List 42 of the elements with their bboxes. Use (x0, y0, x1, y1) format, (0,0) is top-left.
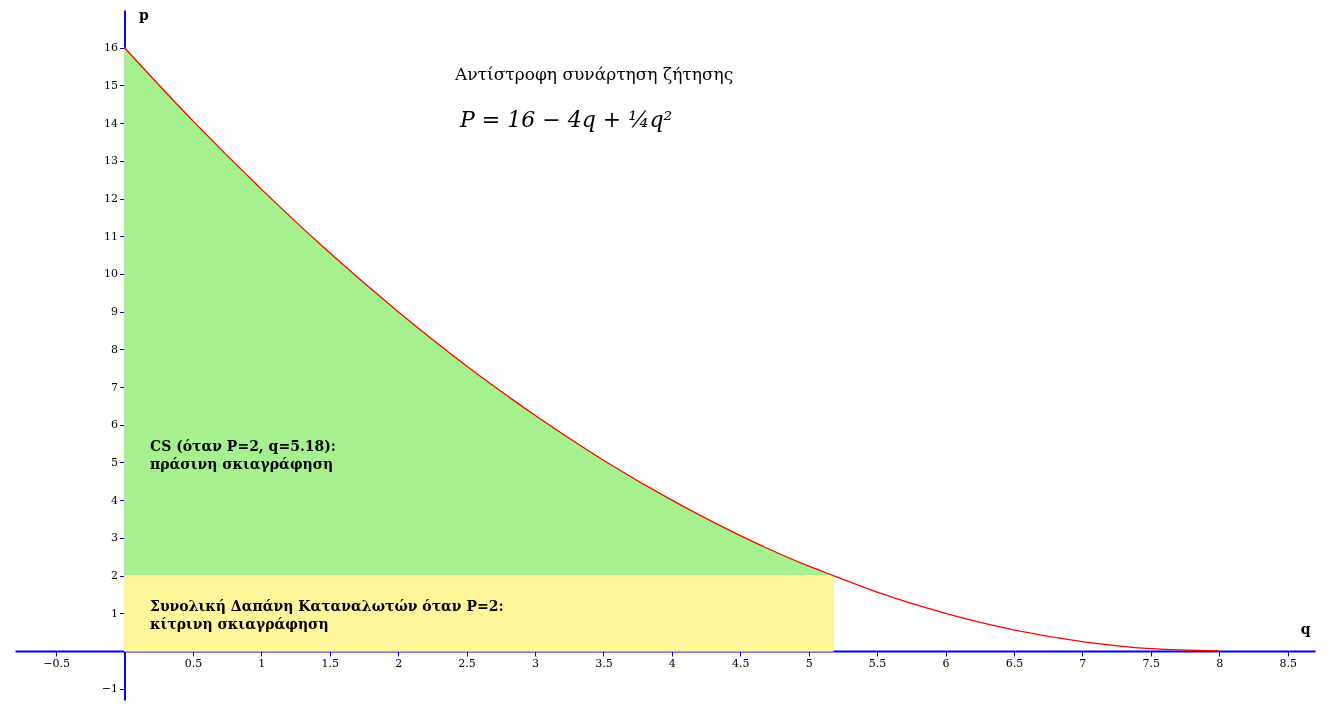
x-tick-label: 6.5 (1005, 657, 1024, 671)
x-tick-label: 8 (1216, 657, 1224, 671)
y-tick-label: 12 (103, 192, 118, 206)
annotation: CS (όταν P=2, q=5.18): πράσινη σκιαγράφηση (150, 438, 337, 472)
x-tick-label: 8.5 (1279, 657, 1297, 671)
annotation: Συνολική Δαπάνη Καταναλωτών όταν P=2: κίτρινη σκιαγράφηση (150, 598, 504, 632)
y-tick-label: 4 (110, 493, 118, 507)
x-tick-label: 2.5 (458, 657, 476, 671)
x-tick-label: 4.5 (732, 657, 750, 671)
y-tick-label: 10 (103, 267, 118, 281)
x-tick-label: 1 (258, 657, 266, 671)
x-tick-label: 3 (532, 657, 539, 671)
y-tick-label: 7 (110, 380, 118, 394)
x-tick-label: 6 (942, 657, 950, 671)
y-tick-label: 2 (110, 569, 118, 583)
x-tick-label: 7 (1079, 657, 1087, 671)
y-tick-label: 11 (103, 229, 118, 243)
line-series (123, 47, 1220, 652)
y-tick-label: 16 (103, 41, 118, 55)
y-tick-label: 15 (103, 78, 118, 92)
x-tick-label: 0.5 (184, 657, 203, 671)
annotation: Αντίστροφη συνάρτηση ζήτησης (454, 64, 734, 84)
x-axis-title: q (1300, 621, 1311, 638)
x-tick-label: 7.5 (1142, 657, 1161, 671)
y-tick-label: 14 (103, 116, 118, 130)
y-tick-label: 1 (110, 606, 118, 620)
y-tick-label: 13 (103, 154, 118, 168)
y-tick-label: 3 (110, 531, 118, 545)
y-tick-label: 9 (110, 305, 118, 319)
x-tick-label: −0.5 (43, 657, 70, 671)
x-tick-label: 1.5 (321, 657, 339, 671)
y-tick-label: 6 (110, 418, 118, 432)
annotation: P = 16 − 4q + ¼q² (459, 107, 673, 132)
x-tick-label: 4 (668, 657, 676, 671)
x-tick-label: 2 (395, 657, 403, 671)
y-tick-label: −1 (101, 682, 118, 696)
x-tick-label: 5 (805, 657, 813, 671)
y-tick-label: 5 (110, 455, 118, 469)
x-tick-label: 5.5 (868, 657, 887, 671)
y-tick-label: 8 (110, 342, 118, 356)
y-axis-title: p (138, 6, 149, 23)
x-tick-label: 3.5 (595, 657, 613, 671)
